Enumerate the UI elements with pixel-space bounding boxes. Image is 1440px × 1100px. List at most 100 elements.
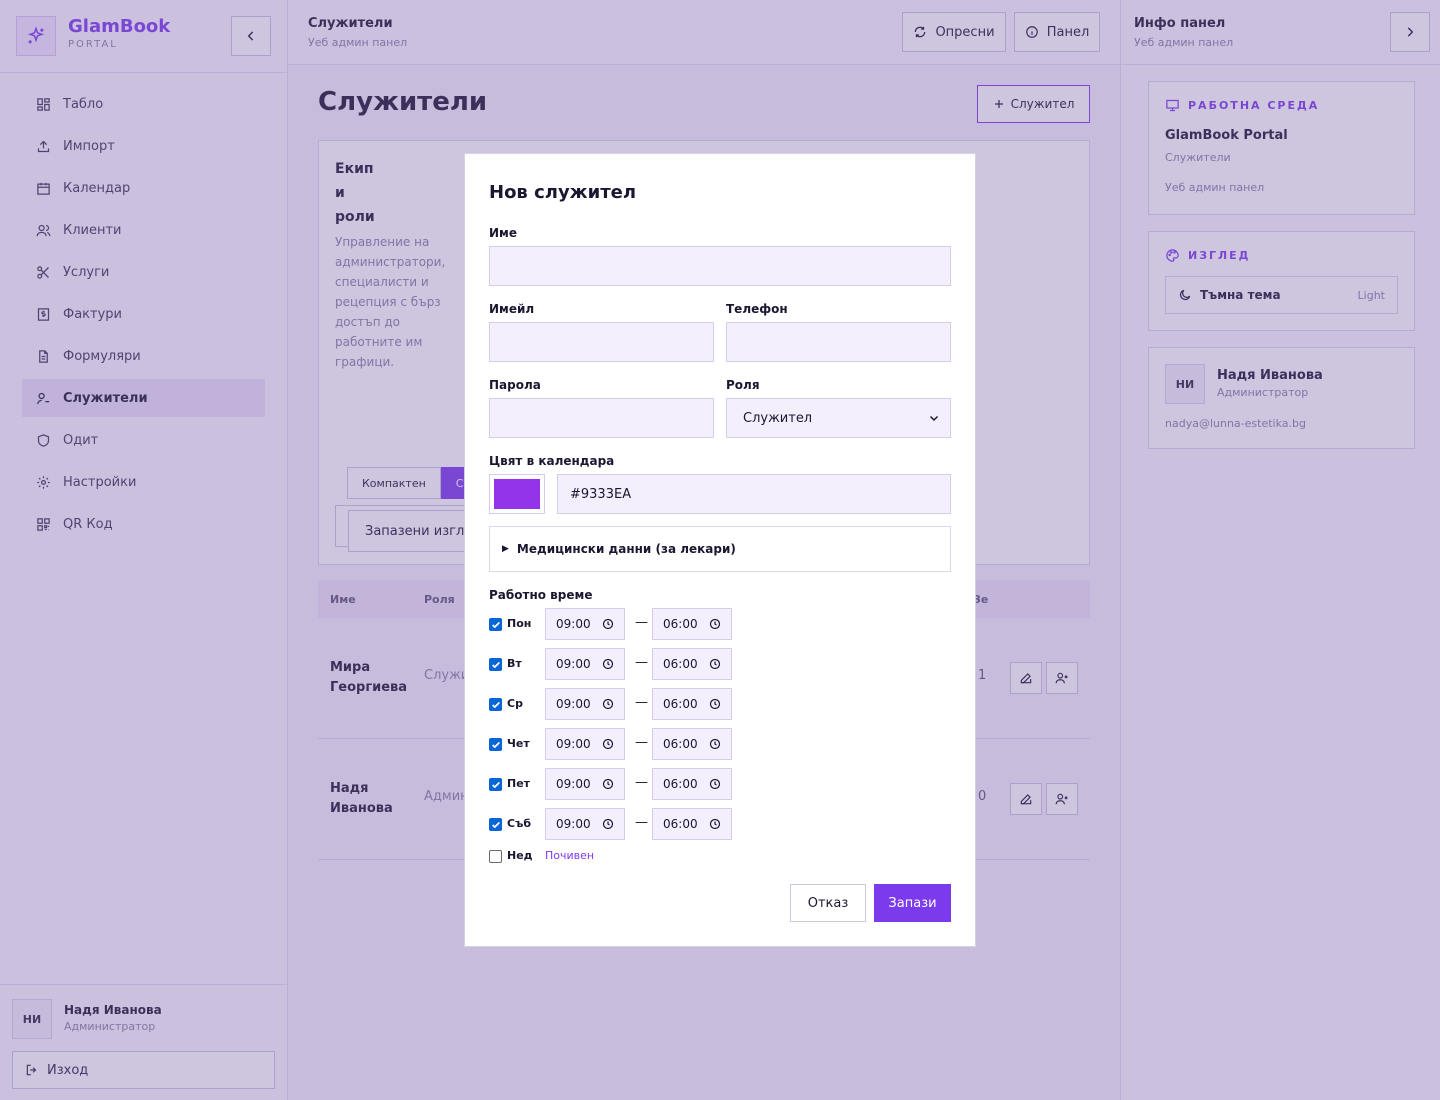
staff-count: 0 bbox=[978, 789, 987, 804]
chevron-right-icon bbox=[1407, 27, 1414, 37]
medical-details-label: Медицински данни (за лекари) bbox=[516, 542, 736, 556]
sidebar-user: НИ Надя Иванова Администратор Изход bbox=[0, 984, 288, 1100]
sidebar-item-staff[interactable]: Служители bbox=[22, 379, 265, 417]
workspace-name: GlamBook Portal bbox=[1165, 128, 1288, 143]
column-header-count: Зе bbox=[973, 592, 989, 606]
sidebar-item-invoices[interactable]: Фактури bbox=[22, 295, 265, 333]
sidebar-item-calendar[interactable]: Календар bbox=[22, 169, 265, 207]
staff-name: Мира Георгиева bbox=[330, 660, 408, 695]
name-label: Име bbox=[489, 226, 517, 240]
profile-name: Надя Иванова bbox=[1217, 368, 1323, 383]
collapse-sidebar-button[interactable] bbox=[231, 16, 271, 56]
day-name: Чет bbox=[507, 737, 530, 750]
time-to-input[interactable]: 06:00 bbox=[652, 768, 732, 800]
phone-input[interactable] bbox=[726, 322, 951, 362]
role-select[interactable]: Служител bbox=[726, 398, 951, 438]
email-input[interactable] bbox=[489, 322, 714, 362]
time-to-input[interactable]: 06:00 bbox=[652, 728, 732, 760]
sidebar-item-label: Услуги bbox=[63, 264, 110, 280]
medical-details-toggle[interactable]: ▶ Медицински данни (за лекари) bbox=[489, 526, 951, 572]
sidebar-item-settings[interactable]: Настройки bbox=[22, 463, 265, 501]
theme-value: Light bbox=[1357, 288, 1385, 302]
add-staff-button[interactable]: Служител bbox=[977, 85, 1090, 123]
password-label: Парола bbox=[489, 378, 541, 392]
density-compact-button[interactable]: Компактен bbox=[347, 467, 441, 499]
dark-theme-toggle[interactable]: Тъмна тема Light bbox=[1165, 276, 1398, 314]
sidebar-item-label: QR Код bbox=[63, 516, 113, 532]
clock-icon bbox=[602, 658, 614, 670]
collapse-info-panel-button[interactable] bbox=[1390, 12, 1430, 52]
sidebar-item-label: Табло bbox=[63, 96, 104, 112]
moon-icon bbox=[1178, 288, 1192, 302]
day-checkbox[interactable] bbox=[489, 850, 502, 863]
sidebar-item-import[interactable]: Импорт bbox=[22, 127, 265, 165]
clock-icon bbox=[709, 738, 721, 750]
info-panel-header: Инфо панел Уеб админ панел bbox=[1121, 0, 1440, 65]
profile-email: nadya@lunna-estetika.bg bbox=[1165, 417, 1306, 430]
time-to-input[interactable]: 06:00 bbox=[652, 808, 732, 840]
day-name: Ср bbox=[507, 697, 523, 710]
panel-button[interactable]: Панел bbox=[1014, 12, 1100, 52]
triangle-right-icon: ▶ bbox=[502, 544, 509, 554]
qr-icon bbox=[35, 516, 51, 532]
sidebar-item-qr[interactable]: QR Код bbox=[22, 505, 265, 543]
chevron-left-icon bbox=[247, 31, 254, 41]
time-from-input[interactable]: 09:00 bbox=[545, 728, 625, 760]
time-from-input[interactable]: 09:00 bbox=[545, 768, 625, 800]
save-button[interactable]: Запази bbox=[874, 884, 951, 922]
user-role: Администратор bbox=[64, 1020, 156, 1033]
topbar-subtitle: Уеб админ панел bbox=[308, 36, 408, 49]
day-checkbox[interactable] bbox=[489, 698, 502, 711]
add-staff-label: Служител bbox=[1010, 97, 1075, 111]
time-from-input[interactable]: 09:00 bbox=[545, 648, 625, 680]
time-to-input[interactable]: 06:00 bbox=[652, 688, 732, 720]
day-name: Съб bbox=[507, 817, 532, 830]
remove-user-button[interactable] bbox=[1046, 783, 1078, 815]
clock-icon bbox=[602, 698, 614, 710]
time-range-dash: — bbox=[635, 655, 648, 670]
edit-button[interactable] bbox=[1010, 783, 1042, 815]
user-x-icon bbox=[1055, 793, 1068, 805]
calendar-icon bbox=[35, 180, 51, 196]
sidebar-nav: Табло Импорт Календар Клиенти Услуги Фак… bbox=[22, 85, 265, 547]
remove-user-button[interactable] bbox=[1046, 662, 1078, 694]
time-range-dash: — bbox=[635, 615, 648, 630]
day-off-label: Почивен bbox=[545, 849, 595, 862]
name-input[interactable] bbox=[489, 246, 951, 286]
time-from-input[interactable]: 09:00 bbox=[545, 688, 625, 720]
day-checkbox[interactable] bbox=[489, 618, 502, 631]
day-checkbox[interactable] bbox=[489, 658, 502, 671]
shield-icon bbox=[35, 432, 51, 448]
phone-label: Телефон bbox=[726, 302, 788, 316]
clock-icon bbox=[709, 698, 721, 710]
column-header-name: Име bbox=[330, 592, 356, 606]
time-to-input[interactable]: 06:00 bbox=[652, 608, 732, 640]
role-label: Роля bbox=[726, 378, 760, 392]
logout-button[interactable]: Изход bbox=[12, 1051, 275, 1089]
sidebar-item-services[interactable]: Услуги bbox=[22, 253, 265, 291]
upload-icon bbox=[35, 138, 51, 154]
cancel-button[interactable]: Отказ bbox=[790, 884, 866, 922]
edit-icon bbox=[1020, 673, 1032, 684]
edit-button[interactable] bbox=[1010, 662, 1042, 694]
time-to-input[interactable]: 06:00 bbox=[652, 648, 732, 680]
avatar: НИ bbox=[12, 999, 52, 1039]
sidebar-item-audit[interactable]: Одит bbox=[22, 421, 265, 459]
time-from-input[interactable]: 09:00 bbox=[545, 808, 625, 840]
sidebar-item-label: Одит bbox=[63, 432, 99, 448]
color-picker[interactable] bbox=[489, 474, 545, 514]
sidebar-item-label: Формуляри bbox=[63, 348, 141, 364]
refresh-label: Опресни bbox=[935, 24, 995, 40]
day-checkbox[interactable] bbox=[489, 778, 502, 791]
password-input[interactable] bbox=[489, 398, 714, 438]
day-checkbox[interactable] bbox=[489, 738, 502, 751]
sidebar-item-clients[interactable]: Клиенти bbox=[22, 211, 265, 249]
color-hex-input[interactable]: #9333EA bbox=[557, 474, 951, 514]
sidebar-item-dashboard[interactable]: Табло bbox=[22, 85, 265, 123]
refresh-button[interactable]: Опресни bbox=[902, 12, 1006, 52]
day-checkbox[interactable] bbox=[489, 818, 502, 831]
sidebar-item-forms[interactable]: Формуляри bbox=[22, 337, 265, 375]
role-select-value: Служител bbox=[743, 410, 813, 426]
time-from-input[interactable]: 09:00 bbox=[545, 608, 625, 640]
workspace-card: РАБОТНА СРЕДА GlamBook Portal Служители … bbox=[1148, 81, 1415, 215]
